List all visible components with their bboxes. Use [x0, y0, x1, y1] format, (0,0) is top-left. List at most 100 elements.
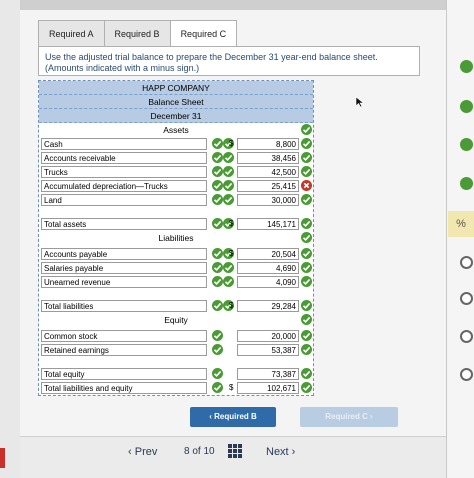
account-label-field[interactable]: Total liabilities — [41, 300, 207, 312]
balance-row: Common stock 20,000 — [39, 329, 313, 343]
correct-check-icon — [223, 166, 234, 177]
incorrect-icon — [301, 180, 312, 191]
mouse-cursor-icon — [355, 96, 365, 108]
tab-required-b[interactable]: Required B — [103, 20, 171, 46]
balance-row: Total assets $145,171 — [39, 217, 313, 231]
requirement-tabs: Required A Required B Required C — [38, 20, 238, 46]
account-label-field[interactable]: Accounts receivable — [41, 152, 207, 164]
dollar-sign: $ — [229, 139, 234, 148]
correct-check-icon — [301, 138, 312, 149]
amount-field[interactable]: 42,500 — [237, 166, 299, 178]
amount-field[interactable]: 53,387 — [237, 344, 299, 356]
account-label-field[interactable]: Common stock — [41, 330, 207, 342]
correct-check-icon — [212, 368, 223, 379]
correct-check-icon — [212, 300, 223, 311]
correct-check-icon — [223, 262, 234, 273]
account-label-field[interactable]: Retained earnings — [41, 344, 207, 356]
account-label-field[interactable]: Accumulated depreciation—Trucks — [41, 180, 207, 192]
balance-row: Unearned revenue 4,090 — [39, 275, 313, 289]
correct-check-icon — [212, 180, 223, 191]
status-check-icon — [460, 100, 473, 113]
statement-date: December 31 — [39, 109, 313, 123]
dollar-sign: $ — [229, 383, 234, 392]
balance-row: Total liabilities and equity $102,671 — [39, 381, 313, 395]
amount-field[interactable]: 145,171 — [237, 218, 299, 230]
grid-view-icon[interactable] — [228, 444, 242, 458]
correct-check-icon — [301, 368, 312, 379]
heading-check-icon — [301, 314, 312, 325]
status-empty-icon — [460, 330, 473, 343]
correct-check-icon — [301, 382, 312, 393]
correct-check-icon — [301, 152, 312, 163]
balance-row: Salaries payable 4,690 — [39, 261, 313, 275]
amount-field[interactable]: 4,690 — [237, 262, 299, 274]
correct-check-icon — [223, 194, 234, 205]
account-label-field[interactable]: Total equity — [41, 368, 207, 380]
account-label-field[interactable]: Trucks — [41, 166, 207, 178]
balance-sheet: HAPP COMPANY Balance Sheet December 31 A… — [38, 80, 314, 396]
account-label-field[interactable]: Unearned revenue — [41, 276, 207, 288]
partial-score-badge: % — [448, 211, 474, 237]
account-label-field[interactable]: Cash — [41, 138, 207, 150]
balance-row: Land 30,000 — [39, 193, 313, 207]
correct-check-icon — [212, 166, 223, 177]
next-button[interactable]: Next › — [266, 446, 296, 458]
status-check-icon — [460, 138, 473, 151]
balance-row: Cash $8,800 — [39, 137, 313, 151]
chevron-left-icon: ‹ — [128, 446, 135, 458]
tab-required-a[interactable]: Required A — [38, 20, 105, 46]
amount-field[interactable]: 25,415 — [237, 180, 299, 192]
amount-field[interactable]: 102,671 — [237, 382, 299, 394]
left-marker — [0, 448, 5, 468]
correct-check-icon — [223, 276, 234, 287]
amount-field[interactable]: 4,090 — [237, 276, 299, 288]
amount-field[interactable]: 29,284 — [237, 300, 299, 312]
prev-requirement-button[interactable]: ‹ Required B — [190, 407, 276, 427]
page-indicator: 8 of 10 — [184, 446, 215, 457]
correct-check-icon — [212, 276, 223, 287]
account-label-field[interactable]: Land — [41, 194, 207, 206]
account-label-field[interactable]: Accounts payable — [41, 248, 207, 260]
liabilities-heading: Liabilities — [39, 231, 313, 245]
chevron-right-icon: › — [288, 446, 296, 458]
assets-heading: Assets — [39, 123, 313, 137]
statement-title: Balance Sheet — [39, 95, 313, 109]
correct-check-icon — [301, 248, 312, 259]
balance-row: Retained earnings 53,387 — [39, 343, 313, 357]
prev-button[interactable]: ‹ Prev — [128, 446, 158, 458]
correct-check-icon — [212, 218, 223, 229]
chevron-right-icon: › — [367, 412, 373, 421]
correct-check-icon — [301, 218, 312, 229]
amount-field[interactable]: 20,000 — [237, 330, 299, 342]
status-empty-icon — [460, 368, 473, 381]
question-status-strip — [446, 0, 474, 478]
account-label-field[interactable]: Total assets — [41, 218, 207, 230]
heading-check-icon — [301, 124, 312, 135]
balance-row: Accounts receivable 38,456 — [39, 151, 313, 165]
correct-check-icon — [301, 330, 312, 341]
status-check-icon — [460, 60, 473, 73]
equity-heading: Equity — [39, 313, 313, 327]
dollar-sign: $ — [229, 249, 234, 258]
amount-field[interactable]: 8,800 — [237, 138, 299, 150]
instructions: Use the adjusted trial balance to prepar… — [38, 46, 420, 76]
correct-check-icon — [212, 248, 223, 259]
heading-check-icon — [301, 232, 312, 243]
correct-check-icon — [223, 218, 234, 229]
amount-field[interactable]: 30,000 — [237, 194, 299, 206]
status-check-icon — [460, 177, 473, 190]
amount-field[interactable]: 73,387 — [237, 368, 299, 380]
amount-field[interactable]: 20,504 — [237, 248, 299, 260]
account-label-field[interactable]: Total liabilities and equity — [41, 382, 207, 394]
company-name: HAPP COMPANY — [39, 81, 313, 95]
dollar-sign: $ — [229, 301, 234, 310]
chevron-left-icon: ‹ — [209, 412, 215, 421]
next-requirement-button[interactable]: Required C › — [300, 407, 398, 427]
amount-field[interactable]: 38,456 — [237, 152, 299, 164]
correct-check-icon — [301, 276, 312, 287]
account-label-field[interactable]: Salaries payable — [41, 262, 207, 274]
balance-row: Trucks 42,500 — [39, 165, 313, 179]
correct-check-icon — [301, 300, 312, 311]
correct-check-icon — [223, 152, 234, 163]
tab-required-c[interactable]: Required C — [169, 20, 238, 46]
